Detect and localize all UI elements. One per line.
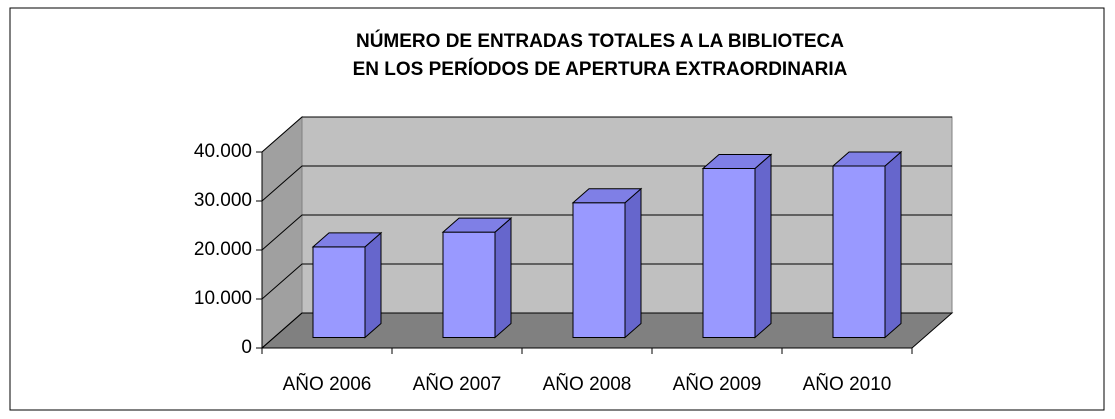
bar [571,187,643,339]
bar [311,231,383,339]
bar [831,150,903,339]
y-tick-label: 20.000 [194,239,252,260]
bar [441,217,513,339]
bar-top [441,217,513,233]
bar-top [571,188,643,204]
bar-side [494,217,512,339]
chart-title: EN LOS PERÍODOS DE APERTURA EXTRAORDINAR… [353,58,848,80]
x-tick-label: AÑO 2009 [673,373,762,395]
bar-side [754,153,772,339]
x-tick-label: AÑO 2010 [803,373,892,395]
bar-front [312,246,366,338]
bar-front [572,202,626,338]
bar-top [311,232,383,248]
x-tick-label: AÑO 2007 [413,373,502,395]
bar-side [884,150,902,339]
bar-front [832,165,886,338]
x-tick-label: AÑO 2006 [283,373,372,395]
bar-side [624,187,642,339]
y-tick-label: 40.000 [194,141,252,162]
bar-top [831,151,903,167]
bar [701,153,773,339]
bar-side [364,231,382,339]
y-tick-label: 30.000 [194,190,252,211]
y-tick-label: 0 [241,337,252,358]
chart-title: NÚMERO DE ENTRADAS TOTALES A LA BIBLIOTE… [356,30,844,52]
bar-top [701,153,773,169]
grid-line [261,116,952,153]
bar-front [442,231,496,338]
x-tick-label: AÑO 2008 [543,373,632,395]
bar-front [702,167,756,338]
y-tick-label: 10.000 [194,288,252,309]
